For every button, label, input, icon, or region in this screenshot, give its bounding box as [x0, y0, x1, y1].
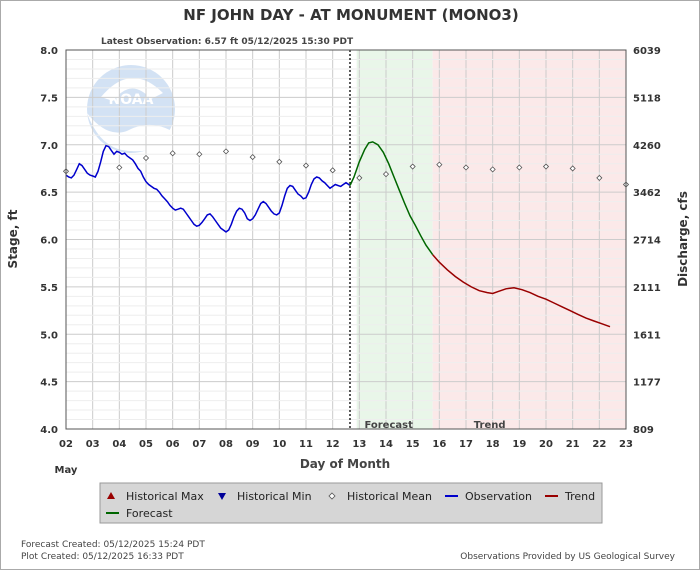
legend-label-historical-max: Historical Max	[126, 490, 204, 503]
x-tick-label: 08	[219, 439, 233, 450]
historical-mean-point	[169, 150, 176, 157]
right-axis-label: Discharge, cfs	[676, 191, 690, 287]
right-tick-label: 5118	[633, 93, 661, 104]
y-tick-label: 8.0	[40, 46, 58, 57]
right-tick-label: 809	[633, 425, 654, 436]
historical-mean-point	[436, 161, 443, 168]
y-axis-label: Stage, ft	[6, 209, 20, 268]
legend-label-observation: Observation	[465, 490, 532, 503]
historical-mean-point	[596, 174, 603, 181]
historical-mean-point	[116, 164, 123, 171]
series-line-trend	[432, 254, 611, 328]
right-tick-label: 1177	[633, 378, 661, 389]
historical-mean-point	[462, 164, 470, 171]
right-tick-label: 3462	[633, 188, 661, 199]
series-line-forecast	[349, 141, 434, 256]
noaa-logo-text: NOAA	[109, 92, 154, 108]
x-tick-label: 19	[512, 439, 526, 450]
x-tick-label: 22	[592, 439, 606, 450]
x-tick-label: 10	[272, 439, 286, 450]
historical-mean-point	[276, 158, 283, 165]
historical-mean-point	[356, 174, 363, 181]
legend-symbol-historical-min	[218, 493, 226, 500]
region-label-trend: Trend	[474, 420, 506, 431]
x-tick-label: 13	[352, 439, 366, 450]
legend-symbol-historical-max	[107, 492, 115, 499]
right-tick-label: 2111	[633, 283, 661, 294]
legend-symbol-historical-mean	[328, 492, 336, 500]
x-tick-label: 21	[566, 439, 580, 450]
x-tick-label: 07	[192, 439, 206, 450]
historical-mean-point	[542, 163, 550, 170]
x-tick-label: 16	[432, 439, 446, 450]
noaa-logo-disc	[87, 65, 175, 153]
x-tick-label: 04	[112, 439, 126, 450]
historical-mean-point	[249, 154, 256, 161]
historical-mean-point	[489, 166, 496, 173]
y-tick-label: 5.5	[40, 283, 58, 294]
historical-mean-point	[196, 151, 203, 158]
legend-box	[99, 482, 603, 524]
historical-mean-point	[222, 148, 230, 155]
legend-label-historical-min: Historical Min	[237, 490, 312, 503]
x-tick-label: 05	[139, 439, 153, 450]
y-tick-label: 6.5	[40, 188, 58, 199]
data-provider-note: Observations Provided by US Geological S…	[460, 552, 675, 562]
right-tick-label: 1611	[633, 330, 661, 341]
region-label-forecast: Forecast	[364, 420, 413, 431]
x-tick-label: 17	[459, 439, 473, 450]
historical-mean-point	[569, 165, 576, 172]
x-tick-label: 18	[486, 439, 500, 450]
historical-mean-point	[329, 167, 336, 174]
right-tick-label: 2714	[633, 236, 661, 247]
historical-mean-point	[302, 162, 310, 169]
month-label: May	[55, 465, 78, 476]
right-tick-label: 6039	[633, 46, 661, 57]
y-tick-label: 4.5	[40, 378, 58, 389]
plot-border	[65, 49, 627, 430]
noaa-logo-bird	[101, 77, 163, 101]
x-tick-label: 14	[379, 439, 393, 450]
legend-label-historical-mean: Historical Mean	[347, 490, 432, 503]
historical-mean-point	[382, 171, 390, 178]
noaa-logo-wave	[87, 113, 175, 152]
x-tick-label: 09	[246, 439, 260, 450]
x-tick-label: 11	[299, 439, 313, 450]
y-tick-label: 6.0	[40, 236, 58, 247]
plot-created-note: Plot Created: 05/12/2025 16:33 PDT	[21, 552, 184, 562]
y-tick-label: 5.0	[40, 330, 58, 341]
y-tick-label: 7.5	[40, 93, 58, 104]
series-line-observation	[65, 144, 351, 233]
x-tick-label: 20	[539, 439, 553, 450]
x-tick-label: 12	[326, 439, 340, 450]
right-tick-label: 4260	[633, 141, 661, 152]
x-tick-label: 03	[86, 439, 100, 450]
historical-mean-point	[142, 154, 150, 162]
forecast-created-note: Forecast Created: 05/12/2025 15:24 PDT	[21, 540, 205, 550]
y-tick-label: 7.0	[40, 141, 58, 152]
x-tick-label: 06	[166, 439, 180, 450]
chart-title: NF JOHN DAY - AT MONUMENT (MONO3)	[183, 6, 518, 24]
x-tick-label: 15	[406, 439, 420, 450]
historical-mean-point	[516, 164, 523, 171]
x-tick-label: 23	[619, 439, 633, 450]
x-axis-label: Day of Month	[300, 457, 390, 471]
legend-label-trend: Trend	[564, 490, 595, 503]
y-tick-label: 4.0	[40, 425, 58, 436]
x-tick-label: 02	[59, 439, 73, 450]
legend-label-forecast: Forecast	[126, 507, 173, 520]
latest-observation-subtitle: Latest Observation: 6.57 ft 05/12/2025 1…	[101, 37, 354, 47]
historical-mean-point	[409, 163, 416, 170]
